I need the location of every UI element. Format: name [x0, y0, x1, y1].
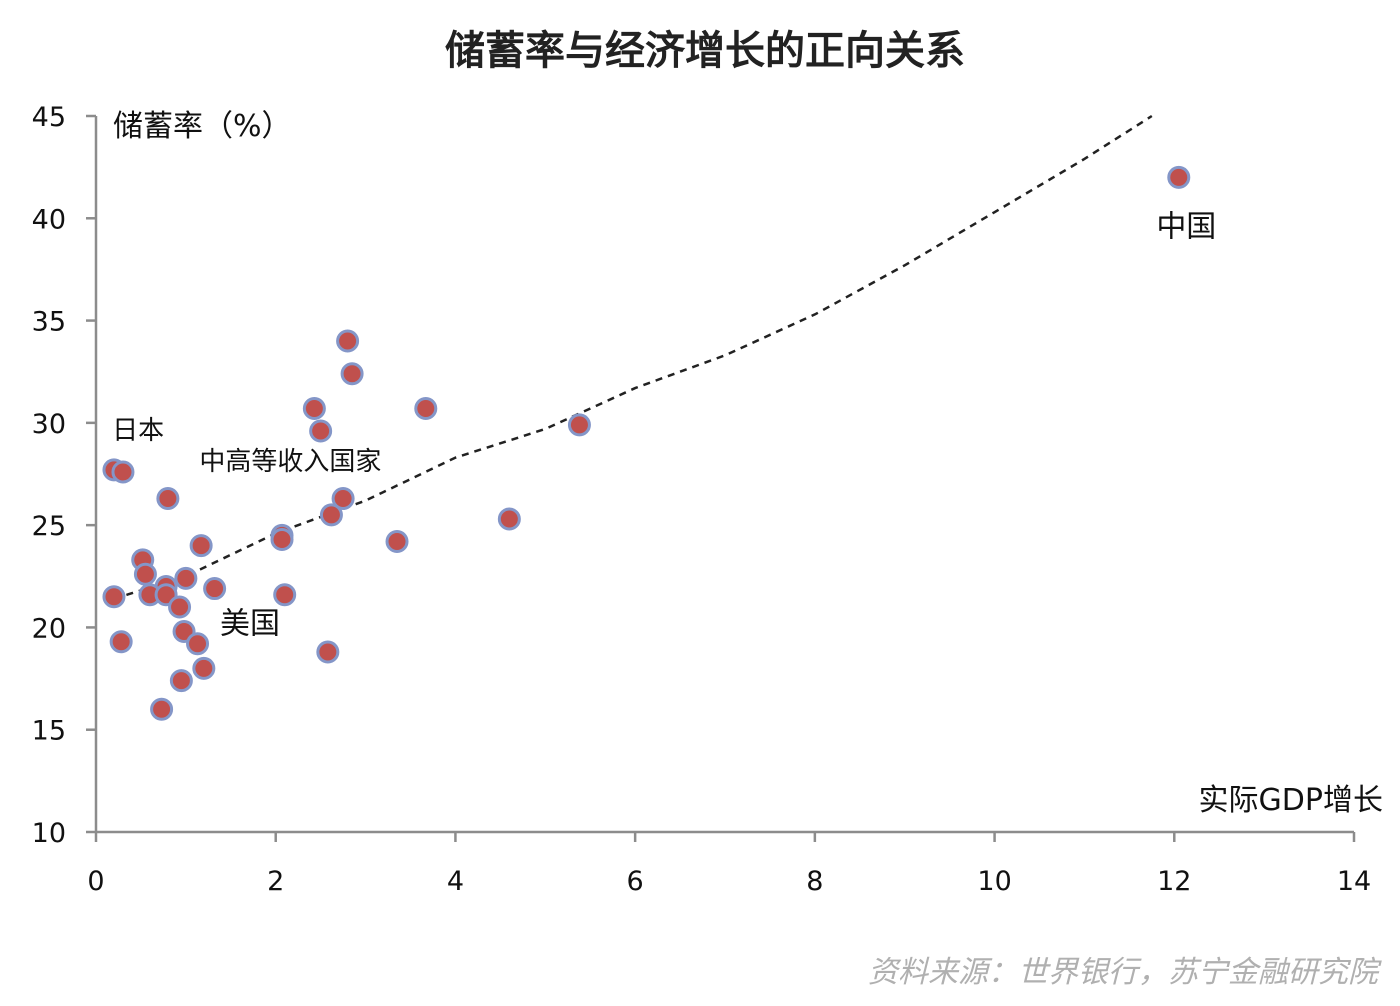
y-tick-label: 25 [32, 511, 66, 542]
data-point [133, 562, 157, 586]
axes [86, 114, 1356, 842]
source-note: 资料来源：世界银行，苏宁金融研究院 [868, 955, 1382, 990]
y-tick-label: 35 [32, 307, 66, 338]
data-point [111, 460, 135, 484]
x-tick-label: 10 [977, 866, 1011, 897]
chart-title: 储蓄率与经济增长的正向关系 [445, 28, 965, 74]
data-point [414, 397, 438, 421]
data-point [1167, 165, 1191, 189]
data-point [102, 585, 126, 609]
x-tick-label: 12 [1157, 866, 1191, 897]
data-point [336, 329, 360, 353]
data-point [150, 697, 174, 721]
y-tick-label: 40 [32, 204, 66, 235]
data-point [109, 630, 133, 654]
x-tick-label: 8 [806, 866, 823, 897]
x-axis-label: 实际GDP增长 [1199, 783, 1383, 818]
data-point [319, 503, 343, 527]
data-point [186, 632, 210, 656]
annotation-label: 美国 [220, 607, 280, 642]
data-point [273, 583, 297, 607]
annotation-label: 中国 [1156, 210, 1216, 245]
data-point [203, 577, 227, 601]
y-tick-label: 15 [32, 716, 66, 747]
data-point [168, 595, 192, 619]
y-axis-label: 储蓄率（%） [113, 109, 292, 144]
trendline [113, 114, 1153, 600]
y-tick-label: 30 [32, 409, 66, 440]
data-point [192, 656, 216, 680]
annotation-label: 中高等收入国家 [199, 447, 381, 477]
x-tick-label: 6 [627, 866, 644, 897]
x-tick-label: 2 [267, 866, 284, 897]
x-tick-label: 0 [87, 866, 104, 897]
y-tick-label: 45 [32, 102, 66, 133]
data-point [331, 487, 355, 511]
data-point [567, 413, 591, 437]
data-points [102, 165, 1191, 721]
data-point [169, 669, 193, 693]
data-point [270, 527, 294, 551]
data-point [340, 362, 364, 386]
data-point [302, 397, 326, 421]
data-point [385, 530, 409, 554]
data-point [189, 534, 213, 558]
tick-labels: 10 15 20 25 30 35 40 45 0 2 4 6 8 10 12 14 [32, 102, 1372, 897]
data-point [316, 640, 340, 664]
data-point [156, 487, 180, 511]
data-point [309, 419, 333, 443]
y-tick-label: 20 [32, 613, 66, 644]
data-point [174, 566, 198, 590]
y-tick-label: 10 [32, 818, 66, 849]
data-point [497, 507, 521, 531]
x-tick-label: 4 [447, 866, 464, 897]
annotation-label: 日本 [112, 416, 164, 446]
x-tick-label: 14 [1337, 866, 1371, 897]
